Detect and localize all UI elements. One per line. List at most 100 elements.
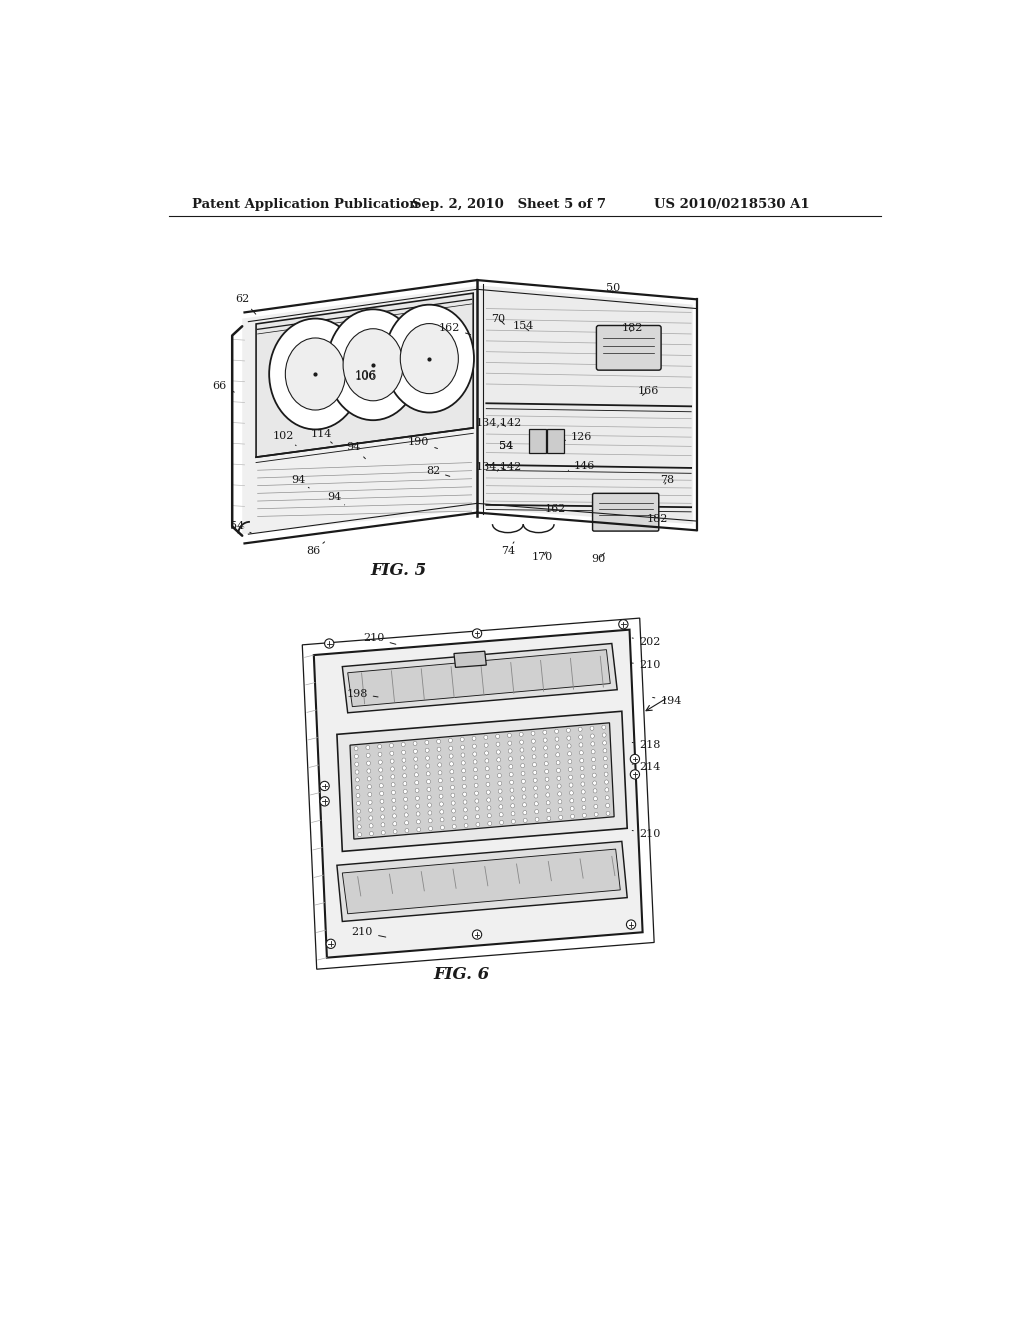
Ellipse shape	[486, 791, 490, 795]
Ellipse shape	[545, 770, 549, 774]
Text: 94: 94	[291, 475, 309, 488]
Ellipse shape	[523, 818, 527, 822]
Text: 218: 218	[632, 741, 660, 750]
Ellipse shape	[451, 793, 455, 797]
Ellipse shape	[451, 785, 455, 789]
Ellipse shape	[416, 804, 420, 808]
Ellipse shape	[535, 793, 538, 799]
Ellipse shape	[567, 743, 571, 748]
Ellipse shape	[463, 784, 466, 788]
Ellipse shape	[498, 774, 502, 777]
Ellipse shape	[579, 727, 582, 731]
Ellipse shape	[511, 812, 515, 816]
FancyBboxPatch shape	[593, 494, 658, 531]
Ellipse shape	[603, 756, 607, 760]
Ellipse shape	[366, 746, 370, 750]
Ellipse shape	[496, 742, 500, 746]
Text: 182: 182	[622, 323, 643, 333]
Ellipse shape	[531, 739, 536, 743]
Ellipse shape	[496, 734, 500, 738]
Ellipse shape	[414, 764, 418, 770]
Text: Patent Application Publication: Patent Application Publication	[193, 198, 419, 211]
Ellipse shape	[355, 785, 359, 789]
Ellipse shape	[391, 775, 394, 779]
Ellipse shape	[508, 748, 512, 754]
Ellipse shape	[402, 774, 407, 777]
Ellipse shape	[381, 830, 385, 834]
Ellipse shape	[461, 752, 465, 758]
Text: 50: 50	[606, 282, 621, 293]
Ellipse shape	[437, 755, 441, 759]
Ellipse shape	[473, 752, 476, 756]
Ellipse shape	[544, 746, 548, 750]
Text: 214: 214	[632, 762, 660, 772]
Ellipse shape	[567, 751, 571, 756]
Ellipse shape	[439, 803, 443, 807]
Ellipse shape	[439, 795, 443, 799]
Ellipse shape	[579, 735, 583, 739]
Ellipse shape	[426, 772, 430, 776]
Ellipse shape	[534, 785, 538, 791]
Ellipse shape	[485, 759, 488, 763]
Polygon shape	[243, 285, 481, 535]
Ellipse shape	[474, 783, 478, 788]
Ellipse shape	[523, 810, 526, 814]
Ellipse shape	[593, 781, 597, 785]
Ellipse shape	[357, 825, 361, 829]
Ellipse shape	[327, 309, 419, 420]
Ellipse shape	[484, 735, 487, 739]
Ellipse shape	[404, 813, 409, 817]
Ellipse shape	[547, 808, 551, 813]
Ellipse shape	[355, 770, 359, 774]
Ellipse shape	[380, 792, 384, 796]
Ellipse shape	[497, 758, 501, 762]
Ellipse shape	[356, 809, 360, 813]
Ellipse shape	[568, 759, 571, 764]
Ellipse shape	[391, 791, 395, 795]
Ellipse shape	[581, 774, 585, 779]
Ellipse shape	[450, 754, 453, 758]
Ellipse shape	[485, 775, 489, 779]
Ellipse shape	[594, 804, 598, 809]
Ellipse shape	[464, 824, 468, 828]
Ellipse shape	[379, 776, 383, 780]
Ellipse shape	[462, 760, 465, 766]
Ellipse shape	[392, 807, 396, 810]
Ellipse shape	[389, 743, 393, 747]
Ellipse shape	[591, 750, 595, 754]
Ellipse shape	[369, 816, 373, 820]
Ellipse shape	[604, 772, 608, 776]
Text: 90: 90	[592, 553, 606, 564]
Ellipse shape	[475, 814, 479, 818]
Text: 162: 162	[438, 323, 471, 335]
Ellipse shape	[379, 784, 383, 788]
Ellipse shape	[380, 799, 384, 804]
Ellipse shape	[269, 318, 361, 429]
Ellipse shape	[450, 762, 454, 766]
Text: 146: 146	[568, 462, 595, 471]
Ellipse shape	[582, 789, 585, 795]
Text: 66: 66	[213, 380, 234, 392]
Ellipse shape	[416, 796, 420, 800]
Ellipse shape	[499, 789, 502, 793]
Ellipse shape	[438, 787, 442, 791]
Ellipse shape	[603, 748, 607, 752]
Polygon shape	[481, 285, 692, 524]
Ellipse shape	[581, 781, 585, 787]
Ellipse shape	[592, 766, 596, 770]
Ellipse shape	[354, 762, 358, 767]
FancyBboxPatch shape	[528, 429, 546, 453]
Ellipse shape	[546, 801, 550, 805]
Ellipse shape	[400, 323, 459, 393]
Ellipse shape	[532, 763, 537, 767]
Ellipse shape	[378, 752, 382, 756]
Ellipse shape	[582, 805, 586, 809]
Ellipse shape	[535, 801, 539, 807]
Text: FIG. 5: FIG. 5	[371, 562, 427, 579]
Text: 70: 70	[492, 314, 506, 325]
Ellipse shape	[370, 824, 373, 828]
Ellipse shape	[413, 742, 417, 746]
Ellipse shape	[426, 756, 429, 760]
Text: 82: 82	[426, 466, 450, 477]
Polygon shape	[342, 849, 621, 913]
